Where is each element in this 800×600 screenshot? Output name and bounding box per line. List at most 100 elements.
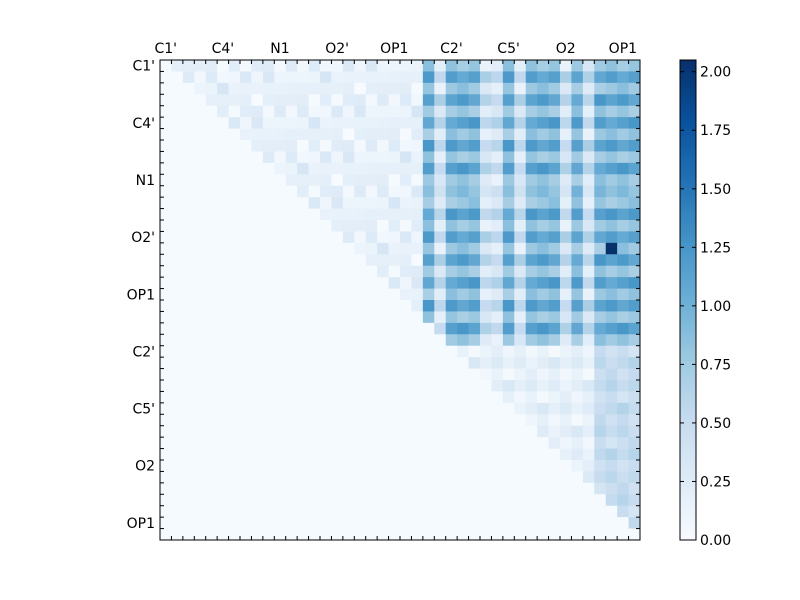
heatmap-cell (628, 162, 641, 175)
heatmap-cell (194, 448, 207, 461)
heatmap-cell (342, 197, 355, 209)
heatmap-cell (354, 60, 367, 72)
heatmap-cell (228, 231, 241, 244)
heatmap-cell (582, 174, 595, 187)
heatmap-cell (262, 345, 275, 358)
heatmap-cell (160, 414, 172, 427)
heatmap-cell (445, 357, 458, 369)
heatmap-cell (605, 322, 618, 335)
heatmap-cell (548, 174, 561, 187)
heatmap-cell (274, 494, 287, 507)
heatmap-cell (560, 105, 572, 118)
y-tick-label: N1 (136, 173, 155, 189)
heatmap-cell (457, 425, 469, 438)
heatmap-cell (434, 311, 447, 324)
heatmap-cell (365, 197, 378, 209)
heatmap-cell (354, 414, 367, 427)
heatmap-cell (445, 288, 458, 301)
heatmap-cell (434, 505, 447, 518)
heatmap-cell (422, 105, 435, 118)
heatmap-cell (617, 482, 629, 495)
heatmap-cell (491, 311, 504, 324)
heatmap-cell (171, 288, 184, 301)
heatmap-cell (365, 208, 378, 221)
heatmap-cell (605, 505, 618, 518)
heatmap-cell (617, 60, 629, 72)
heatmap-cell (331, 448, 344, 461)
heatmap-cell (160, 162, 172, 175)
heatmap-cell (171, 300, 184, 312)
heatmap-cell (617, 254, 629, 267)
heatmap-cell (205, 231, 218, 244)
heatmap-cell (628, 220, 641, 232)
heatmap-cell (480, 345, 492, 358)
heatmap-cell (354, 380, 367, 392)
heatmap-cell (434, 300, 447, 312)
heatmap-cell (400, 528, 412, 541)
heatmap-cell (628, 528, 641, 541)
heatmap-cell (365, 391, 378, 404)
heatmap-cell (308, 231, 321, 244)
heatmap-cell (480, 482, 492, 495)
heatmap-cell (537, 60, 549, 72)
heatmap-cell (205, 505, 218, 518)
heatmap-cell (537, 277, 549, 289)
heatmap-cell (400, 460, 412, 472)
heatmap-cell (525, 482, 538, 495)
heatmap-cell (617, 425, 629, 438)
heatmap-cell (251, 220, 264, 232)
heatmap-cell (160, 391, 172, 404)
heatmap-cell (560, 71, 572, 84)
heatmap-cell (480, 437, 492, 449)
heatmap-cell (525, 402, 538, 415)
heatmap-cell (617, 82, 629, 95)
heatmap-cell (354, 208, 367, 221)
heatmap-cell (388, 105, 401, 118)
heatmap-cell (342, 140, 355, 152)
heatmap-cell (251, 185, 264, 198)
heatmap-cell (560, 425, 572, 438)
heatmap-cell (194, 460, 207, 472)
heatmap-cell (297, 380, 309, 392)
heatmap-cell (354, 437, 367, 449)
heatmap-cell (582, 71, 595, 84)
heatmap-cell (480, 117, 492, 129)
heatmap-cell (582, 368, 595, 381)
heatmap-cell (342, 300, 355, 312)
heatmap-cell (537, 117, 549, 129)
heatmap-cell (594, 380, 607, 392)
heatmap-cell (205, 402, 218, 415)
heatmap-cell (422, 528, 435, 541)
heatmap-cell (331, 334, 344, 347)
heatmap-cell (411, 208, 424, 221)
heatmap-cell (400, 94, 412, 107)
heatmap-cell (491, 220, 504, 232)
heatmap-cell (205, 254, 218, 267)
heatmap-cell (342, 94, 355, 107)
heatmap-cell (205, 265, 218, 278)
y-tick-label: O2 (135, 459, 155, 475)
heatmap-cell (400, 357, 412, 369)
heatmap-cell (514, 471, 527, 484)
heatmap-cell (228, 505, 241, 518)
heatmap-cell (297, 197, 309, 209)
heatmap-cell (171, 140, 184, 152)
heatmap-cell (194, 494, 207, 507)
heatmap-cell (331, 231, 344, 244)
heatmap-cell (285, 185, 298, 198)
heatmap-cell (285, 231, 298, 244)
heatmap-cell (388, 528, 401, 541)
heatmap-cell (160, 345, 172, 358)
heatmap-cell (388, 311, 401, 324)
heatmap-cell (468, 437, 481, 449)
heatmap-cell (491, 460, 504, 472)
heatmap-cell (434, 208, 447, 221)
heatmap-cell (422, 322, 435, 335)
heatmap-cell (182, 437, 195, 449)
heatmap-cell (217, 471, 229, 484)
heatmap-cell (308, 380, 321, 392)
heatmap-cell (560, 151, 572, 164)
heatmap-cell (274, 334, 287, 347)
heatmap-cell (457, 300, 469, 312)
heatmap-cell (571, 128, 584, 141)
